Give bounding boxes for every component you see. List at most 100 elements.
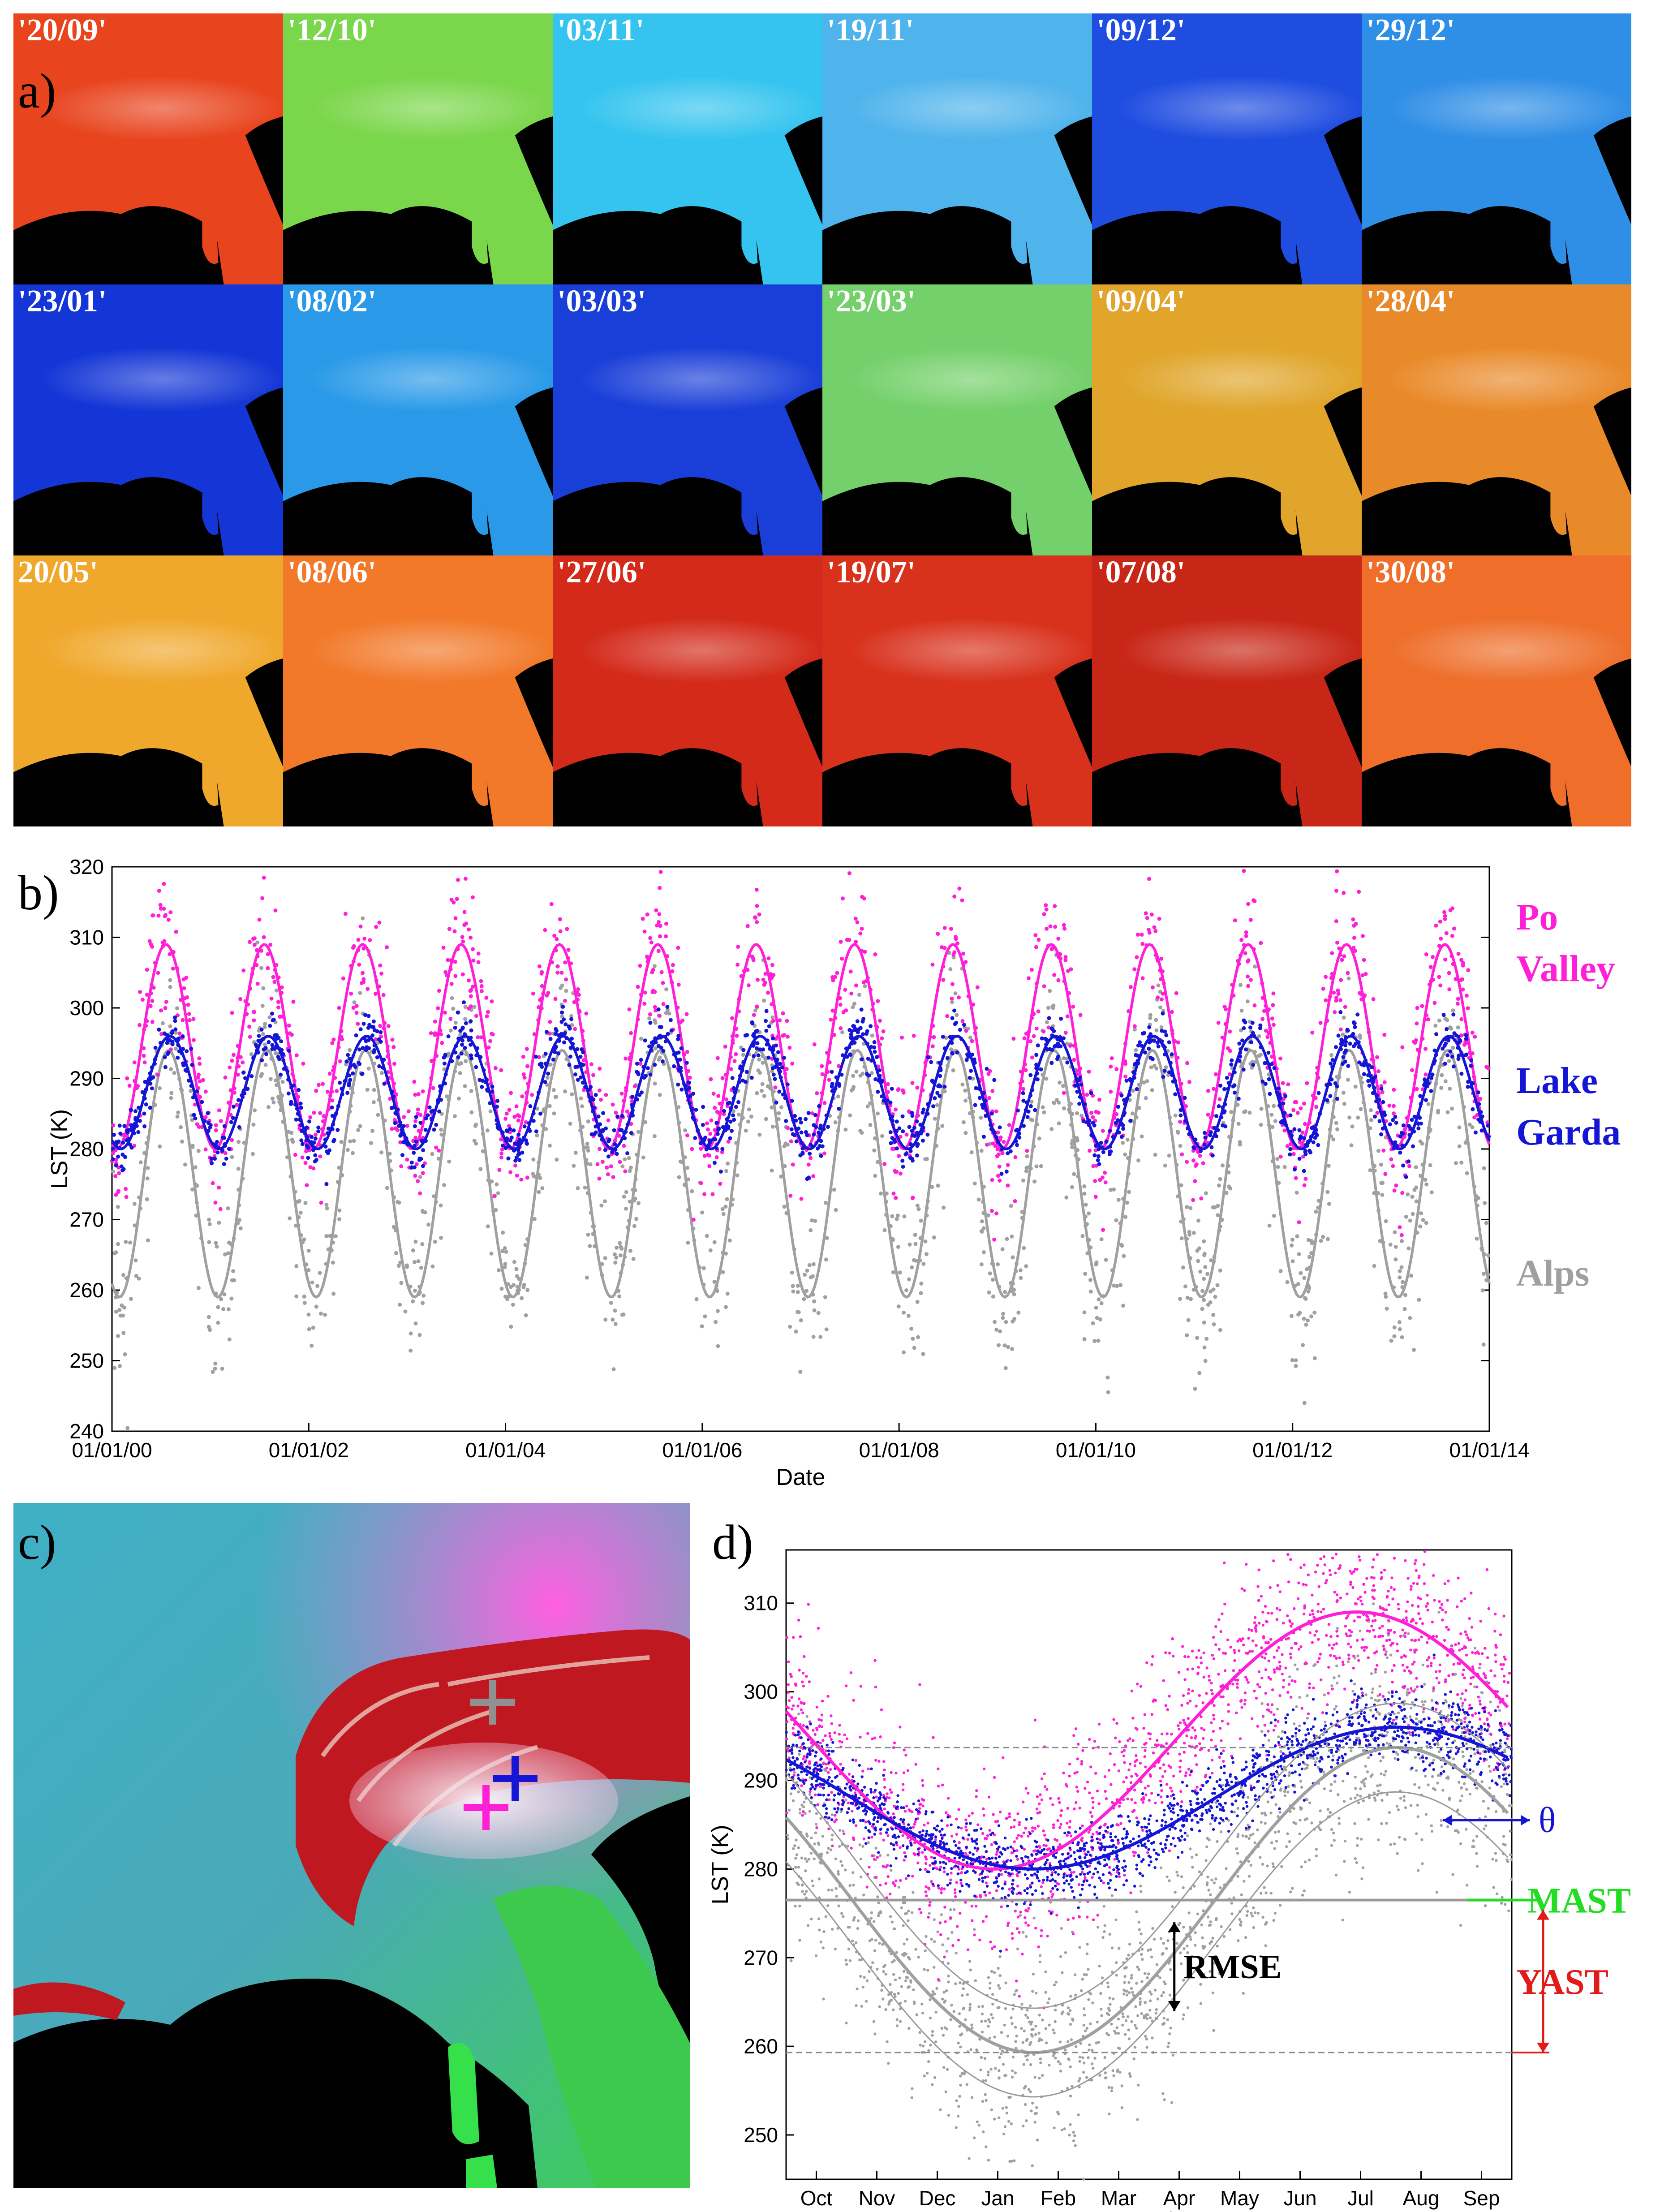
- data-point: [413, 1239, 418, 1244]
- data-point: [253, 1108, 257, 1113]
- data-point: [1412, 1347, 1416, 1352]
- data-point: [846, 1845, 849, 1848]
- data-point: [814, 1125, 818, 1129]
- data-point: [379, 1071, 384, 1075]
- data-point: [111, 1169, 115, 1174]
- data-point: [932, 1035, 936, 1039]
- data-point: [463, 1046, 467, 1050]
- data-point: [1095, 1316, 1099, 1320]
- data-point: [1028, 1104, 1033, 1108]
- data-point: [554, 1027, 558, 1031]
- data-point: [653, 1063, 657, 1067]
- data-point: [890, 1146, 895, 1151]
- data-point: [215, 1140, 219, 1144]
- data-point: [619, 1128, 624, 1132]
- data-point: [1085, 1093, 1089, 1097]
- corsica: [202, 204, 219, 264]
- data-point: [1480, 1729, 1483, 1732]
- data-point: [354, 1004, 359, 1008]
- data-point: [614, 1110, 618, 1115]
- data-point: [1169, 2027, 1172, 2030]
- data-point: [900, 1114, 905, 1119]
- tile-date-label: '03/11': [557, 13, 644, 47]
- data-point: [1415, 1021, 1419, 1026]
- data-point: [310, 1135, 314, 1139]
- data-point: [525, 1047, 529, 1051]
- data-point: [1071, 2085, 1074, 2088]
- corsica: [741, 475, 758, 535]
- data-point: [835, 1894, 838, 1898]
- data-point: [114, 1163, 118, 1168]
- data-point: [324, 1182, 329, 1186]
- data-point: [216, 1321, 220, 1325]
- data-point: [262, 875, 266, 880]
- data-point: [414, 1115, 418, 1119]
- data-point: [987, 1290, 991, 1295]
- data-point: [1319, 1239, 1323, 1243]
- data-point: [1429, 1089, 1433, 1093]
- data-point: [1355, 1794, 1359, 1797]
- data-point: [724, 1305, 728, 1309]
- data-point: [196, 1286, 201, 1290]
- data-point: [316, 1125, 321, 1130]
- data-point: [1083, 1272, 1088, 1276]
- data-point: [181, 1018, 185, 1022]
- data-point: [810, 1917, 813, 1920]
- data-point: [896, 1245, 900, 1249]
- data-point: [213, 1366, 217, 1371]
- data-point: [957, 2041, 960, 2044]
- data-point: [366, 1014, 371, 1018]
- data-point: [698, 1141, 703, 1145]
- data-point: [985, 2099, 988, 2102]
- data-point: [957, 995, 961, 1000]
- data-point: [985, 1067, 989, 1071]
- data-point: [1377, 1119, 1382, 1123]
- data-point: [1078, 1013, 1083, 1017]
- data-point: [1382, 1080, 1387, 1084]
- data-point: [456, 1010, 460, 1015]
- data-point: [538, 1176, 542, 1180]
- adriatic-sea: [245, 116, 283, 225]
- y-tick-label: 270: [744, 1946, 778, 1969]
- data-point: [1147, 1025, 1152, 1029]
- data-point: [839, 1026, 843, 1030]
- data-point: [1020, 2027, 1023, 2030]
- data-point: [869, 1071, 874, 1075]
- data-point: [746, 1119, 750, 1124]
- data-point: [1333, 1708, 1336, 1711]
- data-point: [424, 1116, 428, 1121]
- data-point: [559, 1020, 564, 1024]
- data-point: [1475, 1113, 1479, 1117]
- data-point: [1030, 1055, 1034, 1060]
- data-point: [1509, 1829, 1512, 1833]
- data-point: [1075, 2045, 1078, 2048]
- data-point: [964, 1029, 968, 1033]
- data-point: [997, 1343, 1001, 1347]
- data-point: [974, 1086, 978, 1090]
- data-point: [993, 2117, 996, 2121]
- data-point: [647, 1016, 651, 1020]
- data-point: [271, 1100, 276, 1105]
- data-point: [821, 1835, 825, 1838]
- data-point: [1428, 965, 1433, 969]
- data-point: [1382, 1110, 1386, 1115]
- data-point: [1246, 984, 1251, 988]
- data-point: [623, 1169, 628, 1174]
- data-point: [367, 1023, 372, 1027]
- data-point: [196, 1149, 201, 1153]
- data-point: [780, 1065, 784, 1070]
- data-point: [757, 1057, 761, 1062]
- data-point: [961, 1120, 966, 1124]
- data-point: [521, 1072, 526, 1076]
- data-point: [1402, 1795, 1406, 1798]
- data-point: [1443, 917, 1447, 921]
- data-point: [1054, 2020, 1057, 2023]
- data-point: [776, 1050, 780, 1054]
- data-point: [316, 1083, 321, 1087]
- data-point: [700, 1210, 705, 1215]
- data-point: [1195, 1248, 1200, 1253]
- data-point: [727, 1238, 732, 1243]
- data-point: [1073, 1084, 1077, 1088]
- data-point: [416, 1092, 421, 1096]
